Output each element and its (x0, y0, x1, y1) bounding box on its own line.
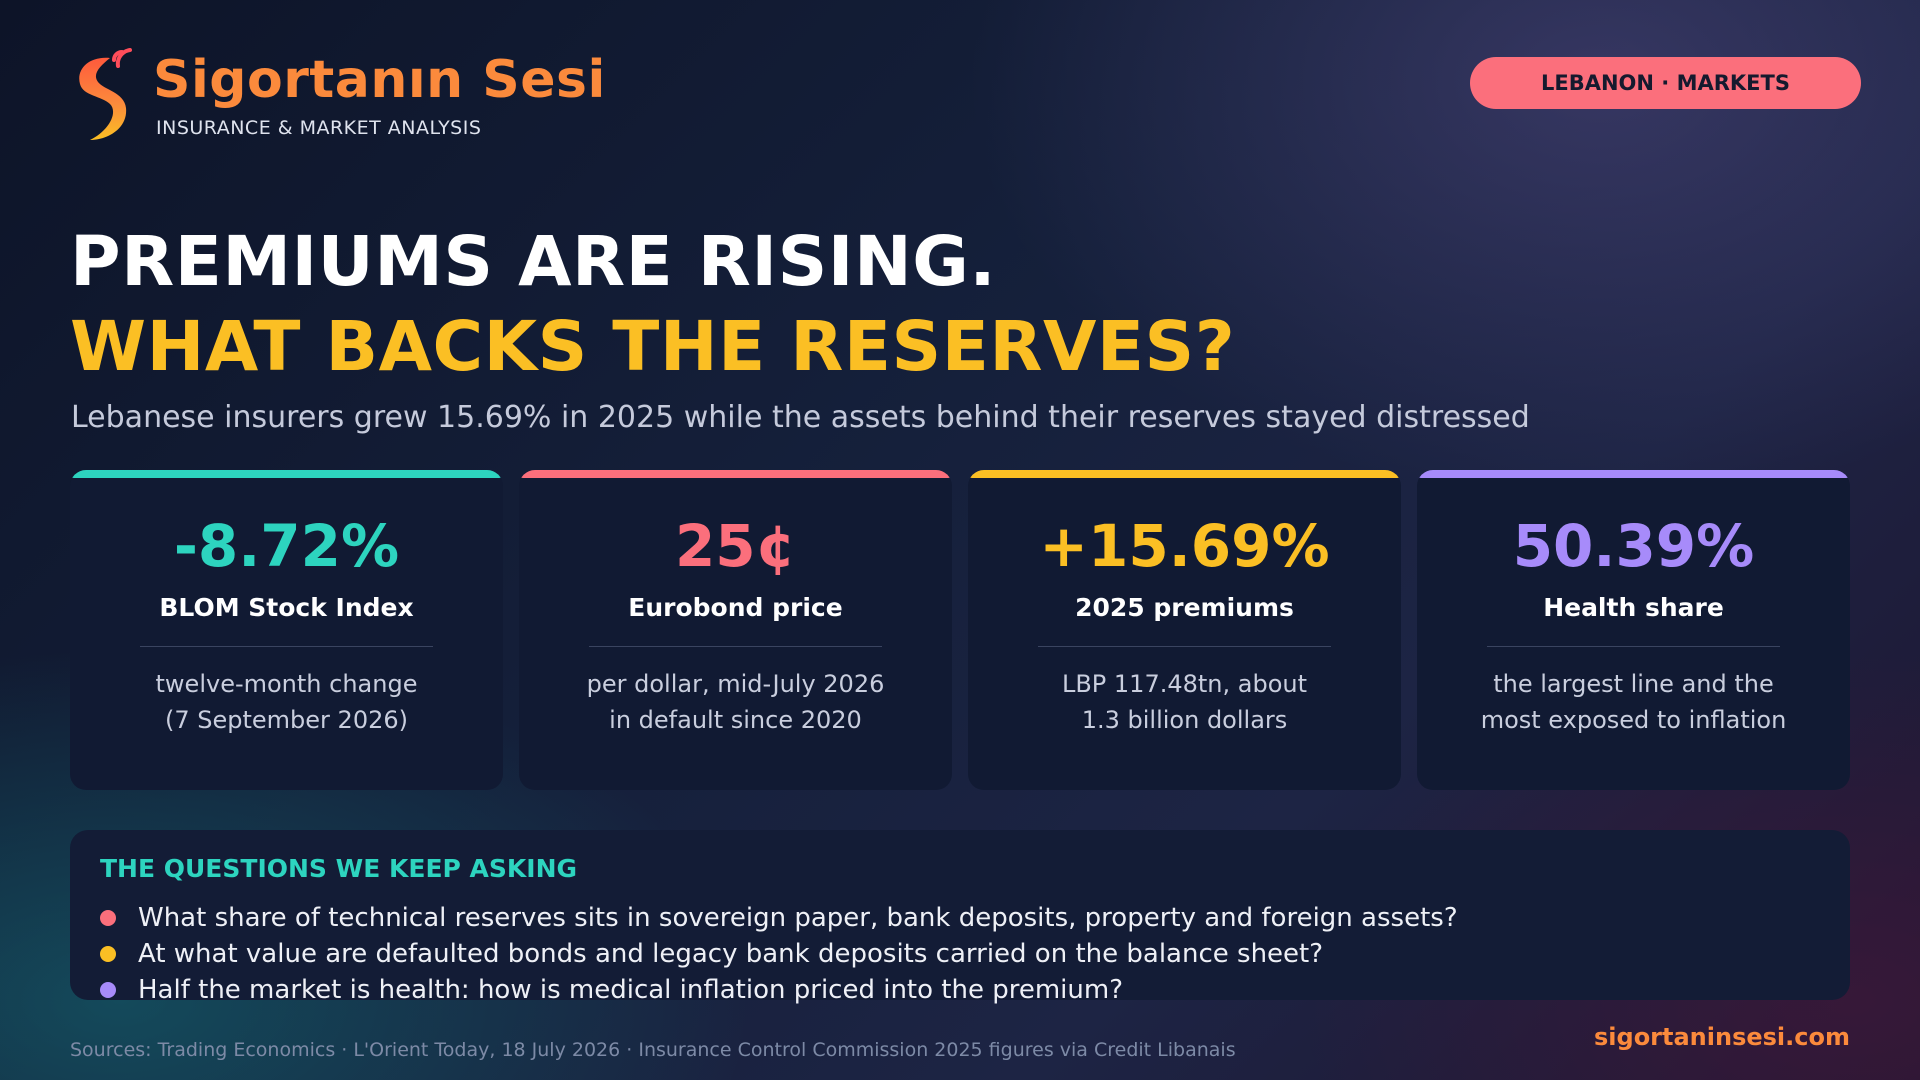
stat-description: per dollar, mid-July 2026 in default sin… (539, 666, 932, 738)
stat-description: LBP 117.48tn, about 1.3 billion dollars (988, 666, 1381, 738)
questions-panel: THE QUESTIONS WE KEEP ASKING What share … (70, 830, 1850, 1005)
card-divider (589, 646, 882, 647)
brand-name: Sigortanın Sesi (153, 50, 606, 110)
card-divider (140, 646, 433, 647)
headline-line-2: WHAT BACKS THE RESERVES? (70, 307, 1236, 387)
logo-icon (79, 48, 132, 141)
stat-value: 25¢ (674, 512, 797, 580)
stat-value: -8.72% (173, 512, 400, 580)
stat-description-line-2: in default since 2020 (609, 706, 862, 734)
stat-value: 50.39% (1512, 512, 1755, 580)
stat-description: twelve-month change (7 September 2026) (90, 666, 483, 738)
website-link[interactable]: sigortaninsesi.com (1594, 1023, 1850, 1051)
stat-description-line-2: most exposed to inflation (1480, 706, 1787, 734)
stat-label: 2025 premiums (1075, 593, 1294, 622)
stat-description-line-2: (7 September 2026) (165, 706, 408, 734)
stat-description-line-1: twelve-month change (155, 670, 418, 698)
question-text: What share of technical reserves sits in… (138, 903, 1458, 933)
card-divider (1038, 646, 1331, 647)
stat-card-eurobond: 25¢ Eurobond price per dollar, mid-July … (519, 470, 952, 790)
stat-description-line-1: per dollar, mid-July 2026 (586, 670, 885, 698)
stat-card-health: 50.39% Health share the largest line and… (1417, 470, 1850, 790)
question-text: Half the market is health: how is medica… (138, 975, 1124, 1005)
card-accent-bar (519, 470, 952, 478)
stat-card-premiums: +15.69% 2025 premiums LBP 117.48tn, abou… (968, 470, 1401, 790)
stat-value: +15.69% (1039, 512, 1330, 580)
brand-tagline: INSURANCE & MARKET ANALYSIS (156, 117, 482, 139)
questions-title: THE QUESTIONS WE KEEP ASKING (100, 854, 578, 883)
category-pill: LEBANON · MARKETS (1470, 57, 1861, 109)
bullet-dot-icon (100, 982, 116, 998)
card-accent-bar (70, 470, 503, 478)
question-item: Half the market is health: how is medica… (100, 972, 1123, 1008)
sources-line: Sources: Trading Economics · L'Orient To… (70, 1039, 1236, 1061)
card-accent-bar (1417, 470, 1850, 478)
stat-description: the largest line and the most exposed to… (1437, 666, 1830, 738)
headline-subtitle: Lebanese insurers grew 15.69% in 2025 wh… (71, 400, 1530, 435)
question-text: At what value are defaulted bonds and le… (138, 939, 1324, 969)
stat-label: BLOM Stock Index (159, 593, 414, 622)
stat-card-blom: -8.72% BLOM Stock Index twelve-month cha… (70, 470, 503, 790)
stat-label: Eurobond price (628, 593, 843, 622)
question-item: At what value are defaulted bonds and le… (100, 936, 1323, 972)
headline-line-1: PREMIUMS ARE RISING. (70, 222, 997, 302)
stat-description-line-1: the largest line and the (1493, 670, 1774, 698)
stat-description-line-2: 1.3 billion dollars (1081, 706, 1288, 734)
question-item: What share of technical reserves sits in… (100, 900, 1458, 936)
stat-label: Health share (1543, 593, 1724, 622)
bullet-dot-icon (100, 910, 116, 926)
card-divider (1487, 646, 1780, 647)
stat-description-line-1: LBP 117.48tn, about (1061, 670, 1308, 698)
bullet-dot-icon (100, 946, 116, 962)
card-accent-bar (968, 470, 1401, 478)
